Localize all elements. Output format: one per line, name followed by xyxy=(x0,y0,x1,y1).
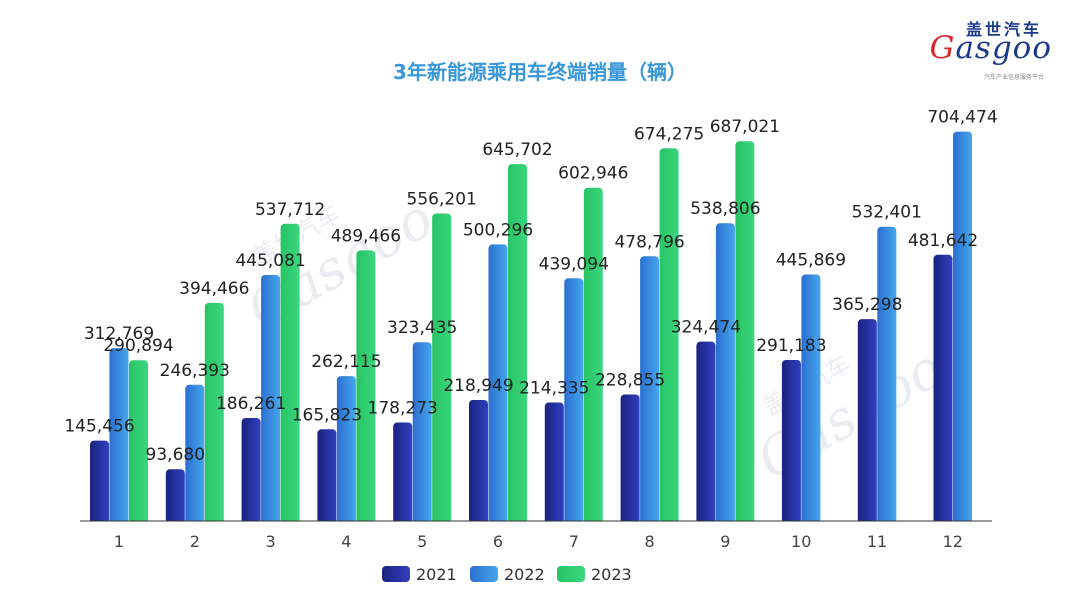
data-label-2022-month-12: 704,474 xyxy=(927,108,997,128)
logo-chinese-text: 盖世汽车 xyxy=(965,20,1042,39)
data-label-2022-month-7: 439,094 xyxy=(539,254,609,274)
data-label-2022-month-4: 262,115 xyxy=(311,352,381,372)
bar-2023-month-6 xyxy=(508,164,527,524)
data-label-2021-month-9: 324,474 xyxy=(671,318,741,338)
data-label-2022-month-9: 538,806 xyxy=(690,199,760,219)
x-tick-label: 5 xyxy=(417,532,427,551)
gasgoo-logo: 盖世汽车 Gasgoo 汽车产业信息服务平台 xyxy=(917,16,1052,84)
data-label-2022-month-1: 312,769 xyxy=(84,324,154,344)
bar-2023-month-2 xyxy=(204,302,224,524)
bar-2023-month-4 xyxy=(356,250,376,524)
logo-subtitle: 汽车产业信息服务平台 xyxy=(983,74,1044,81)
axis-baseline-mask xyxy=(80,521,992,527)
legend-label-2021: 2021 xyxy=(416,565,457,584)
x-tick-label: 2 xyxy=(190,532,200,551)
bar-2021-month-5 xyxy=(393,422,413,524)
bar-2021-month-7 xyxy=(544,402,564,524)
data-label-2022-month-5: 323,435 xyxy=(387,318,457,338)
x-tick-label: 9 xyxy=(720,532,730,551)
bar-2022-month-3 xyxy=(261,275,281,524)
x-tick-label: 1 xyxy=(114,532,124,551)
data-label-2021-month-8: 228,855 xyxy=(595,371,665,391)
bar-2022-month-7 xyxy=(564,278,584,524)
legend-label-2023: 2023 xyxy=(591,565,632,584)
data-label-2021-month-11: 365,298 xyxy=(832,295,902,315)
bar-2022-month-11 xyxy=(877,226,897,524)
bar-2022-month-2 xyxy=(185,384,205,524)
data-label-2021-month-2: 93,680 xyxy=(146,445,205,465)
legend-swatch-2021 xyxy=(382,566,410,582)
data-label-2023-month-4: 489,466 xyxy=(331,226,401,246)
logo-english-text: Gasgoo xyxy=(929,30,1052,66)
bar-2021-month-10 xyxy=(781,360,801,524)
x-tick-label: 12 xyxy=(943,532,963,551)
bar-2021-month-9 xyxy=(696,341,716,524)
x-tick-label: 3 xyxy=(266,532,276,551)
bar-2021-month-8 xyxy=(620,394,640,524)
bar-2022-month-12 xyxy=(953,131,972,524)
legend-label-2022: 2022 xyxy=(504,565,545,584)
bar-2021-month-3 xyxy=(241,418,261,524)
bar-2021-month-6 xyxy=(469,400,488,524)
data-label-2023-month-6: 645,702 xyxy=(482,140,552,160)
bar-2022-month-1 xyxy=(109,348,129,524)
data-label-2022-month-8: 478,796 xyxy=(614,232,684,252)
chart-title: 3年新能源乘用车终端销量（辆） xyxy=(393,60,687,84)
bar-2023-month-3 xyxy=(280,223,300,525)
bar-2021-month-1 xyxy=(90,440,109,524)
bar-2023-month-1 xyxy=(129,360,148,524)
bar-2022-month-6 xyxy=(488,244,508,524)
bar-2022-month-4 xyxy=(336,376,356,524)
data-label-2022-month-11: 532,401 xyxy=(852,203,922,223)
data-label-2021-month-1: 145,456 xyxy=(64,417,134,437)
x-tick-label: 4 xyxy=(341,532,351,551)
data-label-2021-month-10: 291,183 xyxy=(756,336,826,356)
data-label-2023-month-5: 556,201 xyxy=(407,190,477,210)
bar-2023-month-8 xyxy=(659,148,679,525)
x-tick-label: 11 xyxy=(867,532,887,551)
bar-2021-month-4 xyxy=(317,429,337,524)
x-tick-label: 8 xyxy=(645,532,655,551)
legend-swatch-2022 xyxy=(470,566,498,582)
data-label-2021-month-3: 186,261 xyxy=(216,394,286,414)
data-label-2023-month-3: 537,712 xyxy=(255,200,325,220)
data-label-2022-month-10: 445,869 xyxy=(776,251,846,271)
data-label-2023-month-7: 602,946 xyxy=(558,164,628,184)
bar-2022-month-8 xyxy=(640,256,660,524)
bar-2022-month-10 xyxy=(801,274,821,524)
data-label-2021-month-5: 178,273 xyxy=(368,399,438,419)
bar-2023-month-5 xyxy=(432,213,452,524)
data-label-2021-month-12: 481,642 xyxy=(908,231,978,251)
data-label-2022-month-3: 445,081 xyxy=(235,251,305,271)
x-tick-label: 10 xyxy=(791,532,811,551)
data-label-2021-month-4: 165,823 xyxy=(292,405,362,425)
bar-2021-month-12 xyxy=(933,254,953,525)
data-label-2023-month-9: 687,021 xyxy=(710,117,780,137)
data-label-2023-month-1: 290,894 xyxy=(103,336,173,356)
bar-2021-month-2 xyxy=(165,469,185,524)
bar-2021-month-11 xyxy=(857,319,877,524)
legend-swatch-2023 xyxy=(557,566,585,582)
data-label-2022-month-6: 500,296 xyxy=(463,220,533,240)
data-label-2023-month-8: 674,275 xyxy=(634,124,704,144)
bar-2022-month-5 xyxy=(412,342,432,524)
x-tick-label: 7 xyxy=(569,532,579,551)
x-tick-label: 6 xyxy=(493,532,503,551)
data-label-2021-month-6: 218,949 xyxy=(443,376,513,396)
data-label-2021-month-7: 214,335 xyxy=(519,379,589,399)
bar-2022-month-9 xyxy=(715,223,735,524)
data-label-2022-month-2: 246,393 xyxy=(160,361,230,381)
bar-2023-month-7 xyxy=(583,187,603,524)
data-label-2023-month-2: 394,466 xyxy=(179,279,249,299)
bar-2023-month-9 xyxy=(735,141,755,524)
